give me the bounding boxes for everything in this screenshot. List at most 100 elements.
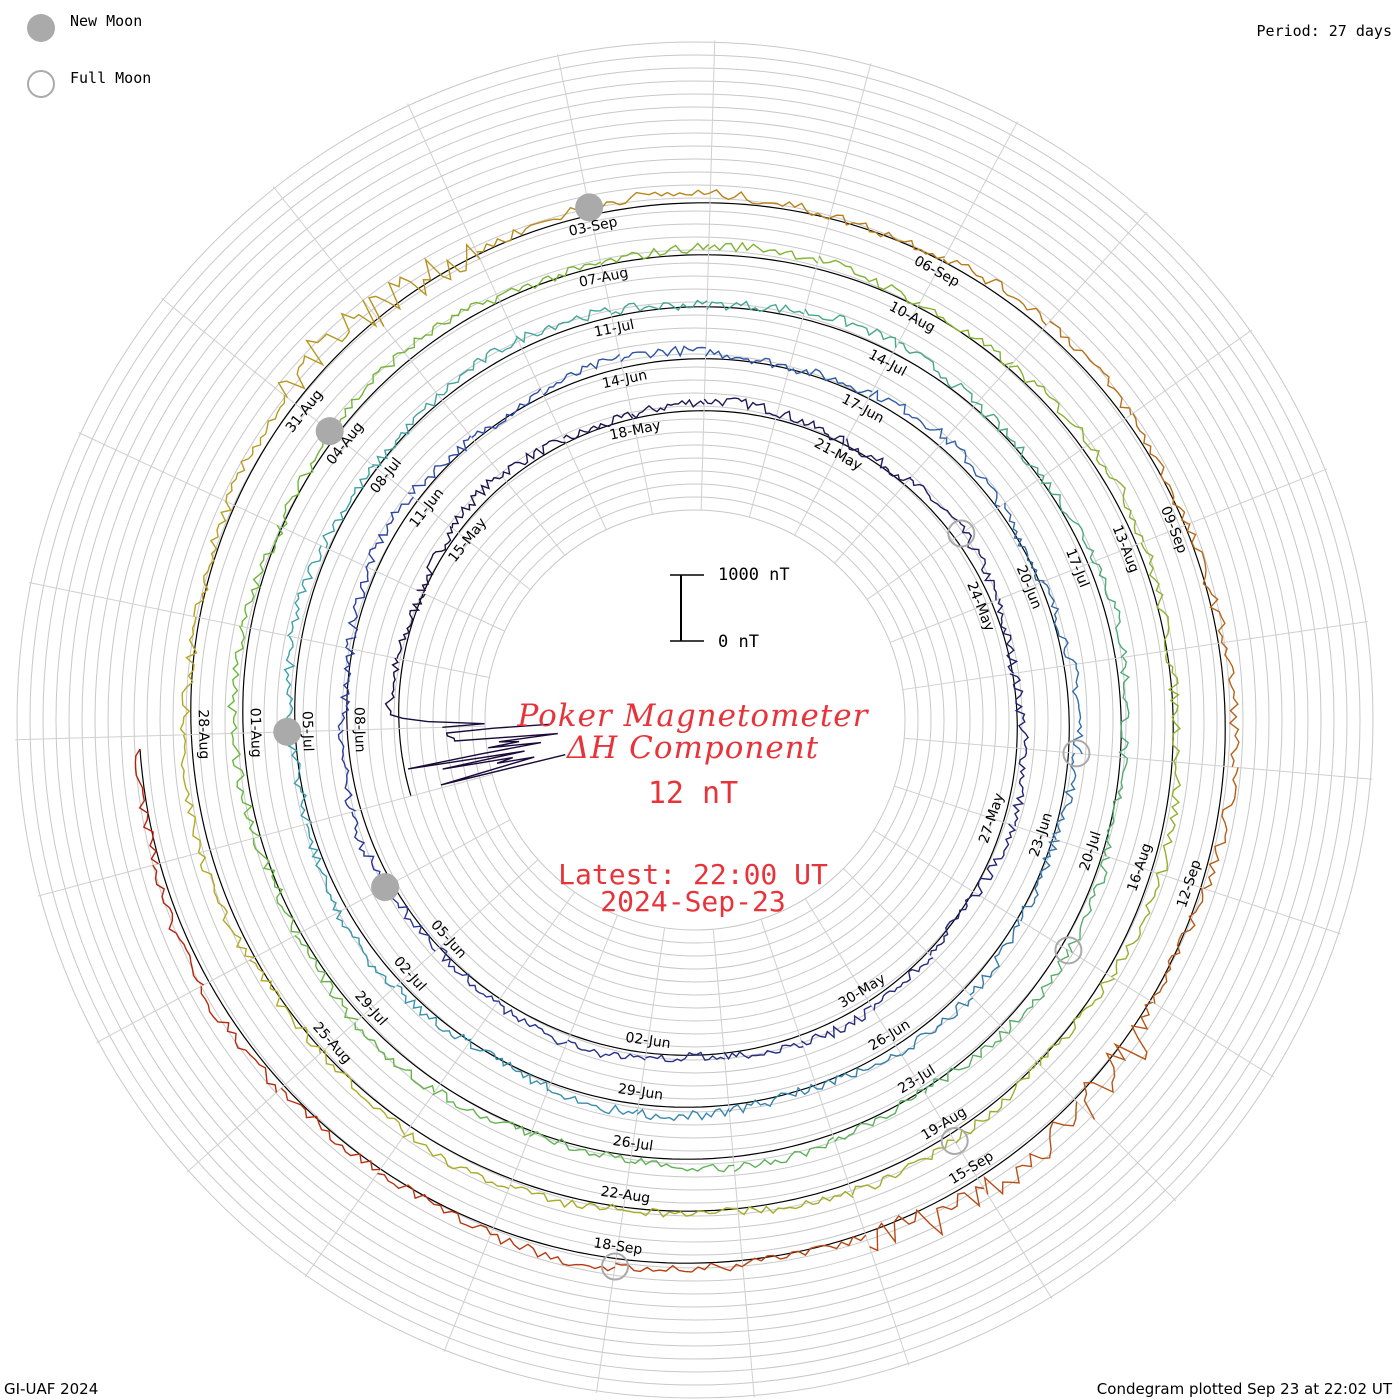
day-spoke: [889, 468, 1328, 643]
trace-segment: [366, 496, 414, 568]
day-spoke: [700, 40, 716, 511]
grid-ring: [263, 288, 1127, 1152]
trace-segment: [1049, 320, 1132, 416]
day-spoke: [28, 582, 490, 679]
trace-segment: [829, 214, 945, 260]
date-tick-label: 05-Jun: [427, 917, 469, 962]
trace-segment: [630, 1157, 735, 1173]
trace-segment: [1009, 673, 1030, 750]
trace-segment: [469, 1040, 549, 1092]
day-spoke: [902, 620, 1368, 691]
trace-segment: [620, 345, 706, 362]
chart-title-line1: Poker Magnetometer: [517, 698, 869, 734]
trace-segment: [490, 1233, 616, 1272]
grid-ring: [406, 431, 984, 1009]
trace-segment: [706, 300, 805, 315]
latest-date: 2024-Sep-23: [600, 885, 786, 918]
day-spoke: [161, 297, 531, 591]
full-moon-marker: [600, 1252, 629, 1281]
trace-segment: [200, 986, 278, 1093]
day-spoke: [304, 891, 575, 1278]
date-tick-label: 29-Jun: [617, 1081, 664, 1103]
trace-segment: [1103, 757, 1129, 857]
trace-segment: [502, 439, 566, 477]
grid-ring: [81, 106, 1309, 1334]
day-spoke: [834, 211, 1148, 564]
trace-segment: [180, 734, 201, 854]
trace-segment: [1091, 561, 1128, 659]
trace-segment: [509, 1184, 624, 1211]
trace-segment: [623, 1207, 738, 1218]
trace-segment: [636, 1107, 730, 1122]
trace-segment: [1118, 656, 1130, 759]
trace-segment: [287, 731, 313, 824]
trace-segment: [868, 389, 946, 439]
trace-segment: [705, 348, 790, 371]
date-tick-label: 26-Jul: [612, 1133, 654, 1155]
trace-segment: [600, 242, 710, 266]
day-spoke: [794, 121, 1019, 536]
trace-segment: [1110, 872, 1160, 978]
scale-top-label: 1000 nT: [718, 565, 790, 585]
day-spoke: [904, 737, 1373, 780]
grid-ring: [29, 54, 1361, 1386]
full-moon-marker: [1054, 936, 1083, 965]
trace-segment: [241, 524, 284, 627]
trace-segment: [384, 657, 485, 728]
grid-ring: [133, 158, 1257, 1282]
trace-segment: [152, 864, 204, 986]
day-spoke: [712, 929, 755, 1398]
trace-segment: [983, 1101, 1078, 1196]
day-spoke: [15, 725, 486, 741]
date-tick-label: 08-Jul: [367, 455, 405, 497]
grid-rings: [16, 41, 1374, 1399]
trace-segment: [563, 411, 634, 440]
date-tick-label: 17-Jul: [1062, 546, 1092, 590]
trace-segment: [898, 341, 978, 404]
trace-segment: [1165, 650, 1181, 763]
trace-segment: [942, 258, 1047, 326]
trace-segment: [335, 910, 396, 988]
grid-ring: [55, 80, 1335, 1360]
trace-segment: [408, 435, 472, 494]
trace-segment: [723, 1042, 804, 1061]
trace-segment: [198, 852, 255, 959]
trace-segment: [1012, 748, 1028, 827]
trace-segment: [396, 593, 426, 659]
trace-segment: [451, 476, 504, 529]
grid-ring: [328, 353, 1062, 1087]
trace-segment: [497, 261, 601, 297]
grid-ring: [315, 340, 1075, 1100]
trace-segment: [334, 351, 405, 436]
trace-segment: [1039, 978, 1115, 1066]
trace-segment: [529, 1130, 631, 1164]
moon-markers: [273, 193, 1091, 1281]
trace-segment: [710, 189, 830, 220]
trace-segment: [996, 598, 1019, 674]
day-spoke: [595, 927, 666, 1393]
full-moon-marker: [940, 1126, 969, 1155]
trace-segment: [1004, 502, 1045, 582]
trace-segment: [402, 1132, 510, 1190]
grid-ring: [484, 509, 906, 931]
grid-ring: [224, 249, 1166, 1191]
scale-bottom-label: 0 nT: [718, 632, 759, 652]
trace-segment: [377, 1172, 492, 1235]
trace-segment: [1156, 761, 1182, 874]
trace-segment: [322, 465, 375, 549]
data-traces: [134, 189, 1240, 1273]
trace-segment: [703, 397, 777, 417]
grid-ring: [146, 171, 1244, 1269]
credit-label: GI-UAF 2024: [4, 1380, 99, 1398]
day-spoke: [557, 53, 654, 515]
trace-segment: [134, 748, 159, 865]
date-tick-label: 18-May: [608, 418, 662, 444]
grid-ring: [172, 197, 1218, 1243]
new-moon-marker: [371, 873, 400, 902]
trace-segment: [249, 959, 321, 1054]
grid-ring: [211, 236, 1179, 1204]
trace-segment: [817, 1053, 902, 1090]
grid-ring: [445, 470, 945, 970]
grid-ring: [354, 379, 1036, 1061]
